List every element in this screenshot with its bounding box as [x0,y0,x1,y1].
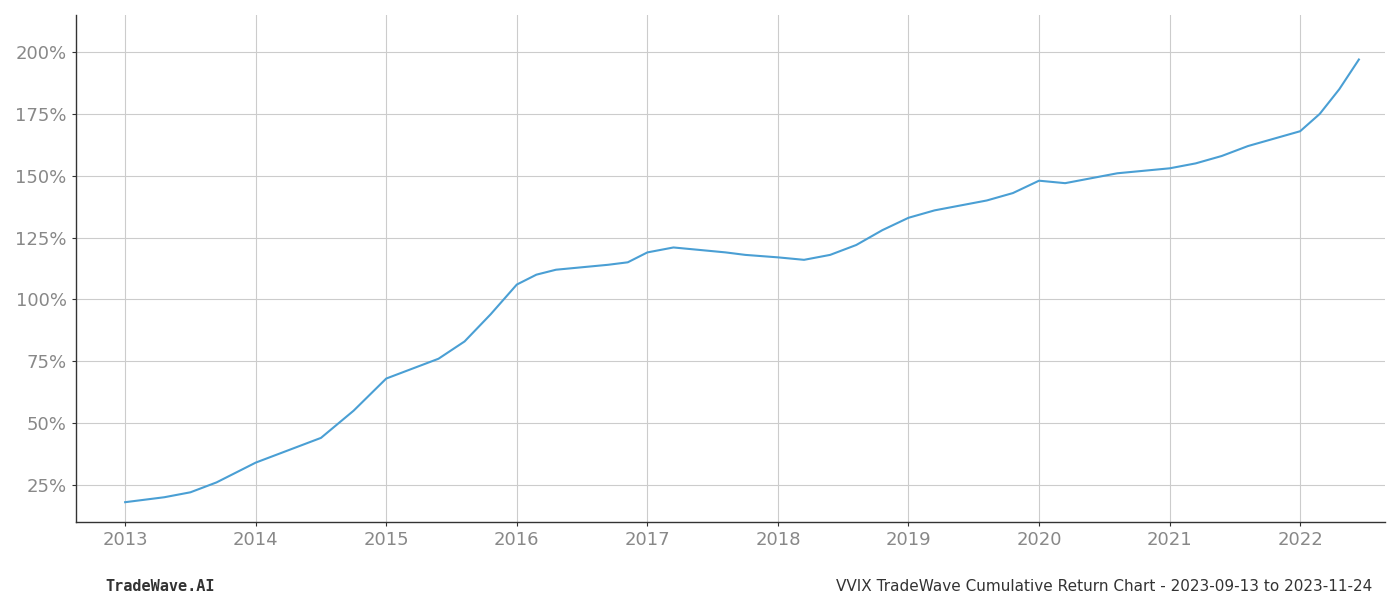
Text: VVIX TradeWave Cumulative Return Chart - 2023-09-13 to 2023-11-24: VVIX TradeWave Cumulative Return Chart -… [836,579,1372,594]
Text: TradeWave.AI: TradeWave.AI [105,579,214,594]
